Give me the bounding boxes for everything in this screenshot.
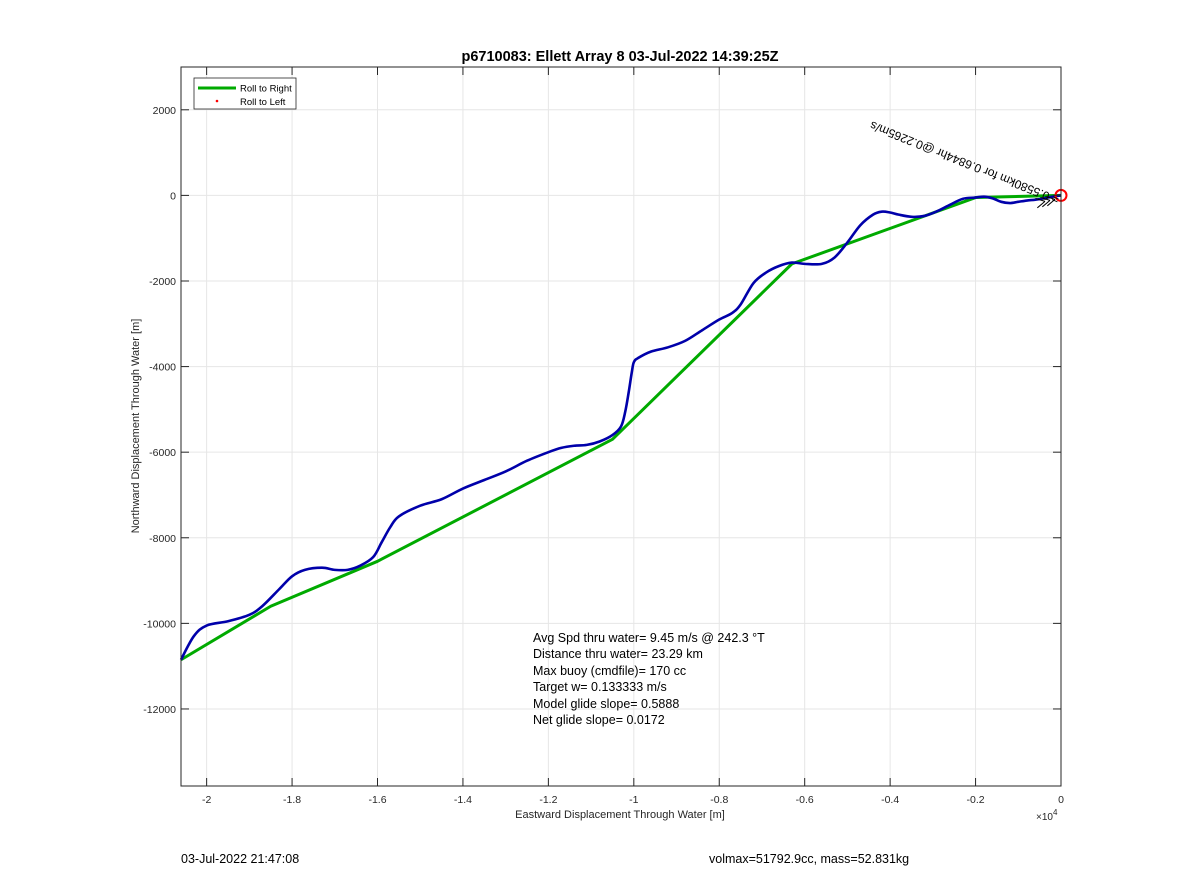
x-tick-label: -1.8 bbox=[283, 794, 301, 806]
y-tick-label: 2000 bbox=[153, 105, 177, 117]
x-exponent-base: ×10 bbox=[1036, 812, 1053, 823]
axes bbox=[180, 66, 1062, 787]
plot-area bbox=[180, 66, 1062, 787]
x-tick-label: -0.2 bbox=[967, 794, 985, 806]
arrow-glyph bbox=[1045, 195, 1056, 207]
y-tick-label: -8000 bbox=[149, 533, 176, 545]
x-tick-label: 0 bbox=[1058, 794, 1064, 806]
y-tick-label: 0 bbox=[170, 190, 176, 202]
x-axis-label: Eastward Displacement Through Water [m] bbox=[515, 809, 725, 821]
rotated-annotation: = 0.5580km for 0.6844hr @0.2265m/s bbox=[868, 118, 1061, 207]
legend-label-roll-right: Roll to Right bbox=[240, 84, 292, 95]
stat-model-glide: Model glide slope= 0.5888 bbox=[533, 696, 680, 711]
y-tick-label: -6000 bbox=[149, 447, 176, 459]
x-tick-label: -1.2 bbox=[539, 794, 557, 806]
stat-distance: Distance thru water= 23.29 km bbox=[533, 647, 703, 662]
stat-max-buoy: Max buoy (cmdfile)= 170 cc bbox=[533, 663, 687, 678]
stat-avg-speed: Avg Spd thru water= 9.45 m/s @ 242.3 °T bbox=[533, 631, 765, 645]
y-tick-label: -4000 bbox=[149, 362, 176, 374]
legend: Roll to Right Roll to Left bbox=[193, 77, 297, 110]
x-exponent-power: 4 bbox=[1053, 808, 1058, 817]
y-axis-label: Northward Displacement Through Water [m] bbox=[130, 319, 142, 534]
arrow-glyph bbox=[1040, 196, 1051, 208]
legend-marker-roll-left bbox=[215, 99, 219, 103]
footer-volmax-mass: volmax=51792.9cc, mass=52.831kg bbox=[709, 852, 910, 866]
x-tick-label: -0.8 bbox=[710, 794, 728, 806]
x-tick-label: -0.4 bbox=[881, 794, 899, 806]
legend-label-roll-left: Roll to Left bbox=[240, 97, 286, 108]
chart-title: p6710083: Ellett Array 8 03-Jul-2022 14:… bbox=[461, 49, 778, 65]
series-layer bbox=[179, 188, 1068, 662]
x-tick-label: -2 bbox=[202, 794, 211, 806]
stat-target-w: Target w= 0.133333 m/s bbox=[533, 680, 667, 695]
footer-timestamp: 03-Jul-2022 21:47:08 bbox=[181, 852, 300, 866]
legend-box bbox=[193, 77, 297, 110]
x-tick-label: -1 bbox=[629, 794, 638, 806]
stats-annotation: Avg Spd thru water= 9.45 m/s @ 242.3 °T … bbox=[533, 630, 765, 728]
ticks: -2 -1.8 -1.6 -1.4 -1.2 -1 -0.8 -0.6 -0.4 -0.2 0 200… bbox=[143, 67, 1064, 806]
svg-text:×104: ×104 bbox=[1036, 808, 1058, 823]
stat-net-glide: Net glide slope= 0.0172 bbox=[533, 713, 665, 728]
y-tick-label: -2000 bbox=[149, 276, 176, 288]
y-tick-label: -10000 bbox=[143, 618, 176, 630]
arrow-glyph bbox=[1035, 197, 1046, 209]
y-tick-label: -12000 bbox=[143, 704, 176, 716]
series-track bbox=[179, 194, 1062, 661]
x-tick-label: -1.6 bbox=[368, 794, 386, 806]
x-axis-exponent: ×104 bbox=[1036, 808, 1058, 823]
x-tick-label: -0.6 bbox=[796, 794, 814, 806]
x-tick-label: -1.4 bbox=[454, 794, 472, 806]
